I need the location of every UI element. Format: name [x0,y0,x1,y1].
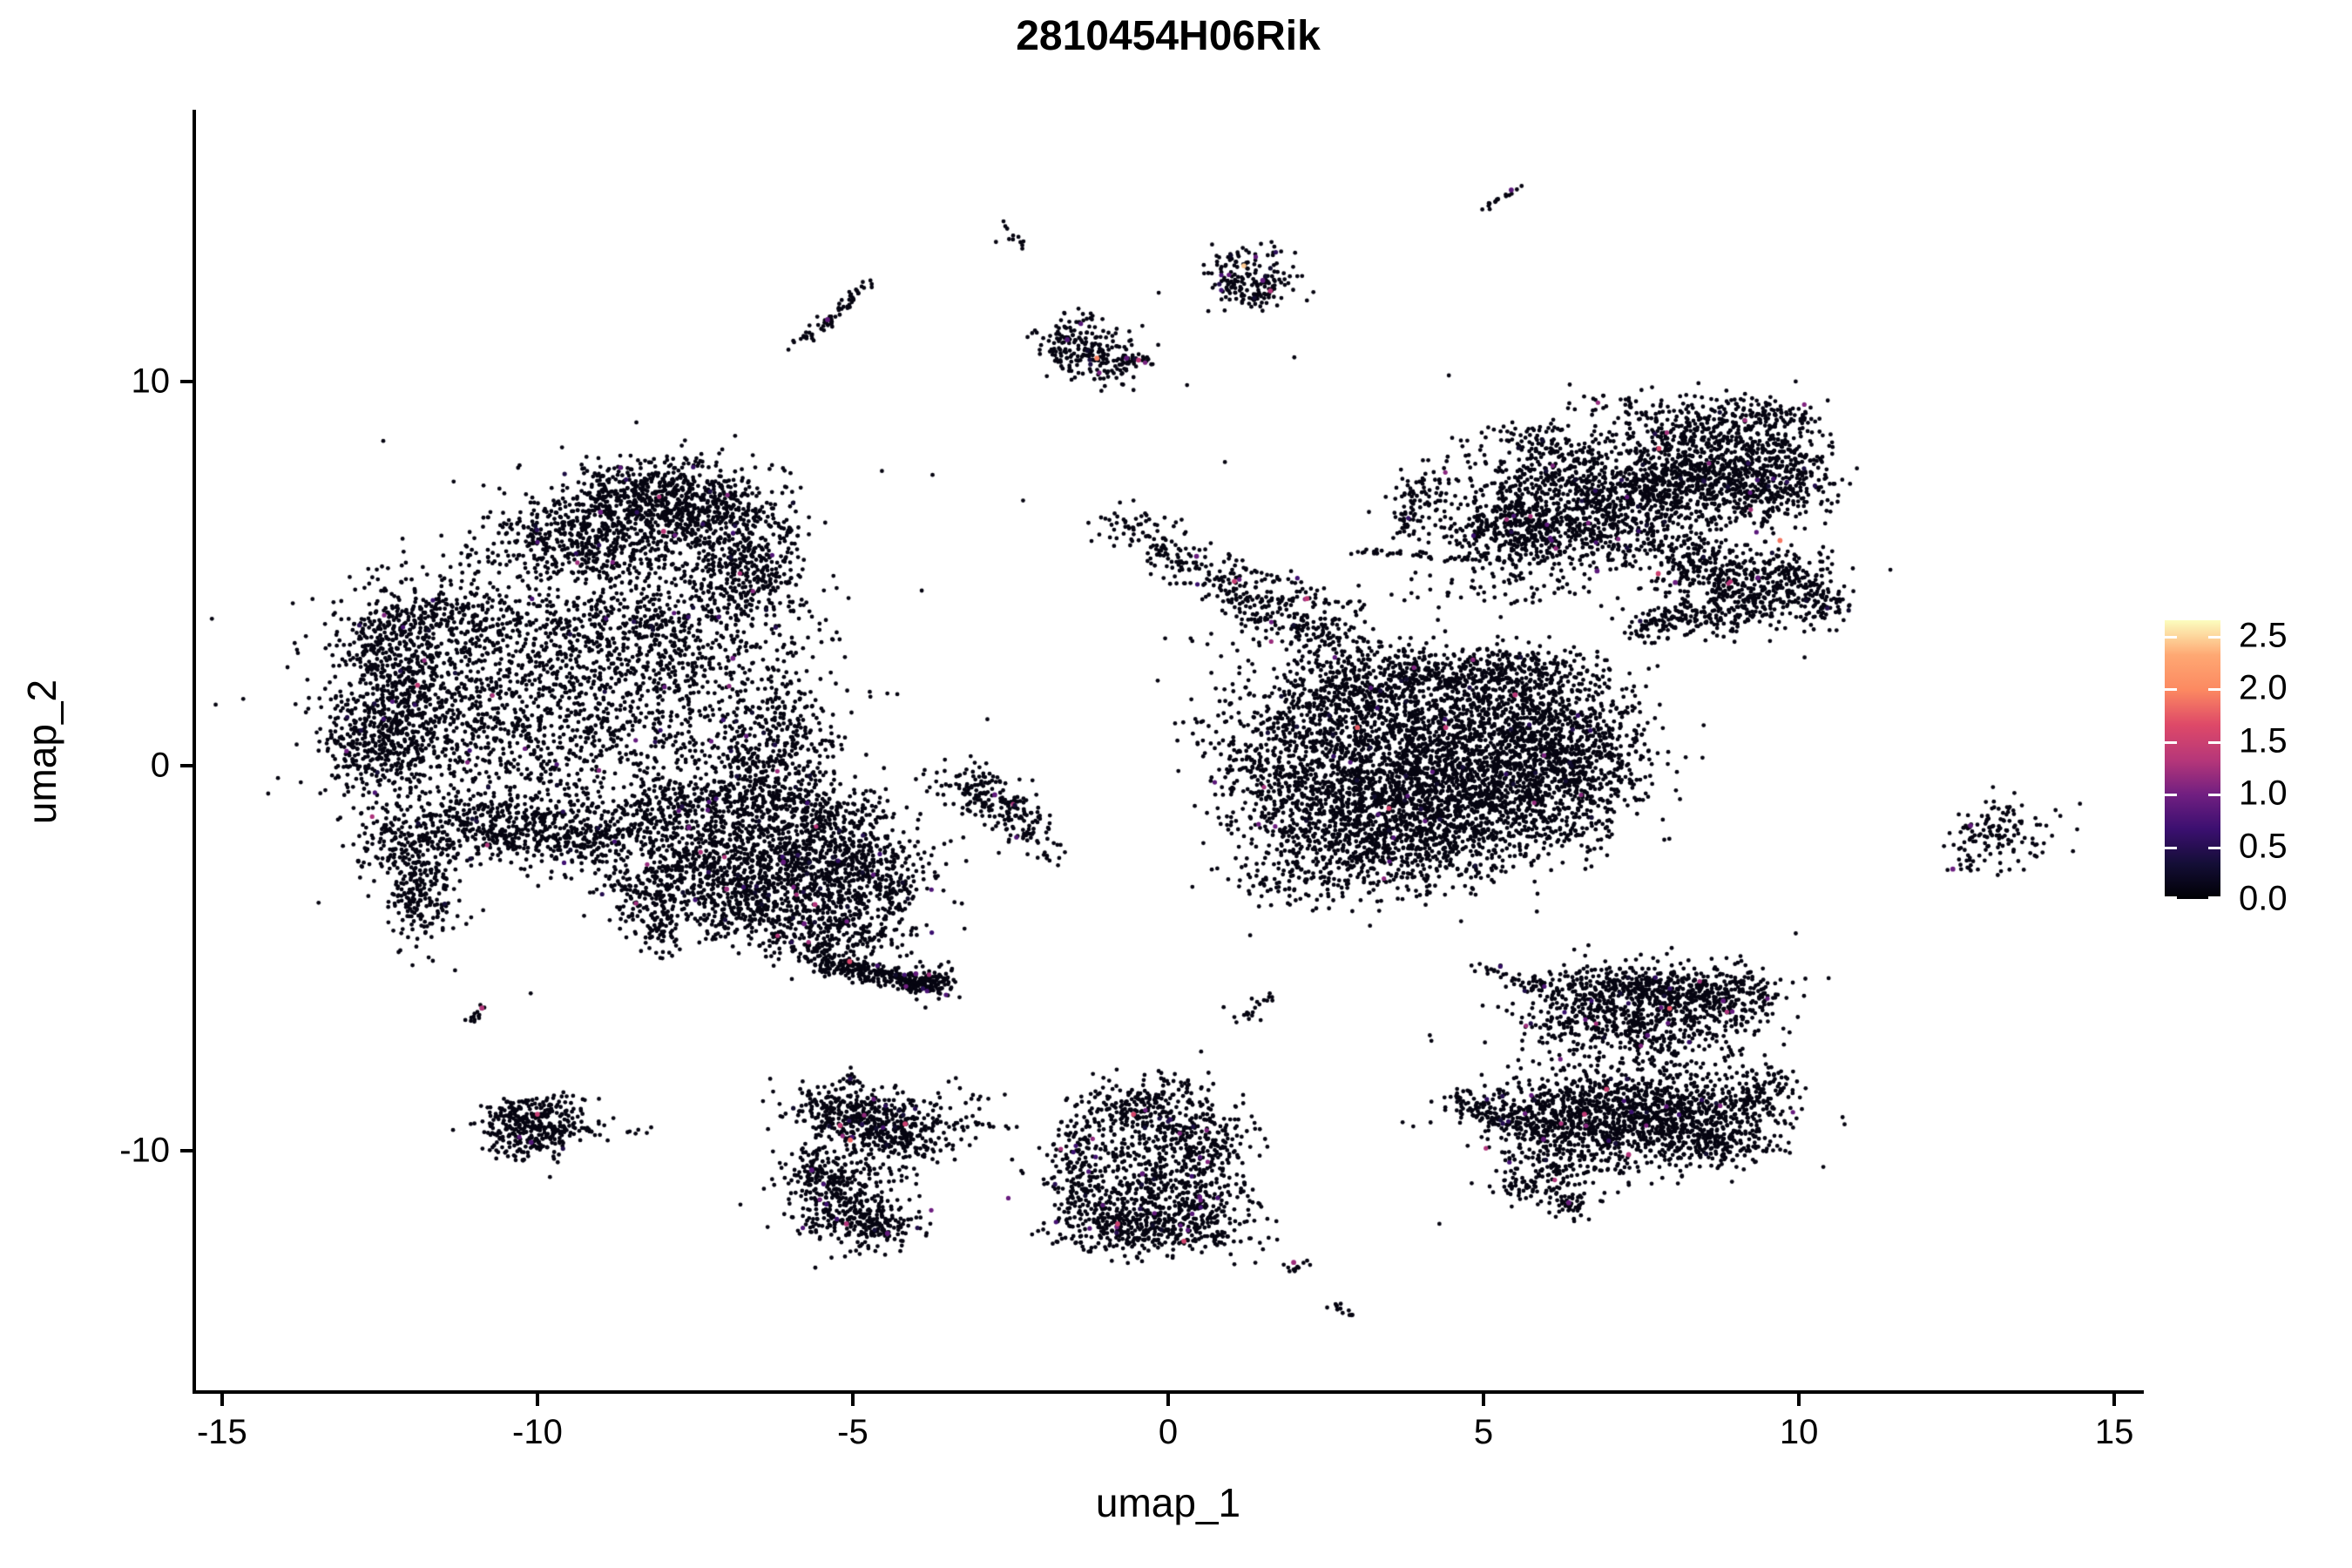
x-tick-mark [1482,1394,1486,1406]
x-axis-title: umap_1 [1095,1480,1241,1525]
y-tick-label: -10 [119,1131,170,1170]
x-tick-mark [1166,1394,1170,1406]
colorbar-tick-mark [2208,740,2220,744]
x-tick-mark [535,1394,539,1406]
x-tick-label: -10 [512,1413,563,1451]
y-tick-label: 10 [131,362,171,401]
colorbar-gradient [2165,620,2220,899]
y-axis-line [193,110,196,1394]
colorbar-tick-mark [2165,846,2177,849]
y-tick-mark [180,379,193,383]
x-axis-line [193,1390,2144,1394]
colorbar-tick-mark [2208,688,2220,692]
colorbar-tick-mark [2165,740,2177,744]
colorbar-tick-label: 1.5 [2239,721,2288,760]
x-tick-label: -5 [837,1413,868,1451]
x-tick-label: 10 [1779,1413,1819,1451]
y-axis-title: umap_2 [19,679,64,825]
x-tick-mark [2112,1394,2117,1406]
colorbar-tick-label: 0.0 [2239,879,2288,918]
x-tick-label: 0 [1158,1413,1179,1451]
x-tick-label: 5 [1473,1413,1494,1451]
y-tick-mark [180,1149,193,1153]
x-tick-mark [220,1394,224,1406]
colorbar-tick-mark [2165,794,2177,797]
colorbar-tick-label: 0.5 [2239,827,2288,866]
colorbar-tick-label: 2.5 [2239,616,2288,655]
colorbar-tick-mark [2208,636,2220,639]
colorbar-tick-mark [2165,688,2177,692]
colorbar-tick-label: 2.0 [2239,668,2288,707]
plot-title: 2810454H06Rik [1016,13,1321,59]
colorbar-tick-label: 1.0 [2239,774,2288,813]
colorbar-tick-mark [2208,846,2220,849]
x-tick-label: -15 [196,1413,247,1451]
colorbar-tick-mark [2208,794,2220,797]
colorbar-tick-mark [2165,896,2177,899]
x-tick-mark [850,1394,855,1406]
y-tick-label: 0 [150,746,170,785]
y-tick-mark [180,764,193,768]
x-tick-mark [1797,1394,1801,1406]
colorbar-tick-mark [2208,896,2220,899]
x-tick-label: 15 [2094,1413,2134,1451]
colorbar-tick-mark [2165,636,2177,639]
